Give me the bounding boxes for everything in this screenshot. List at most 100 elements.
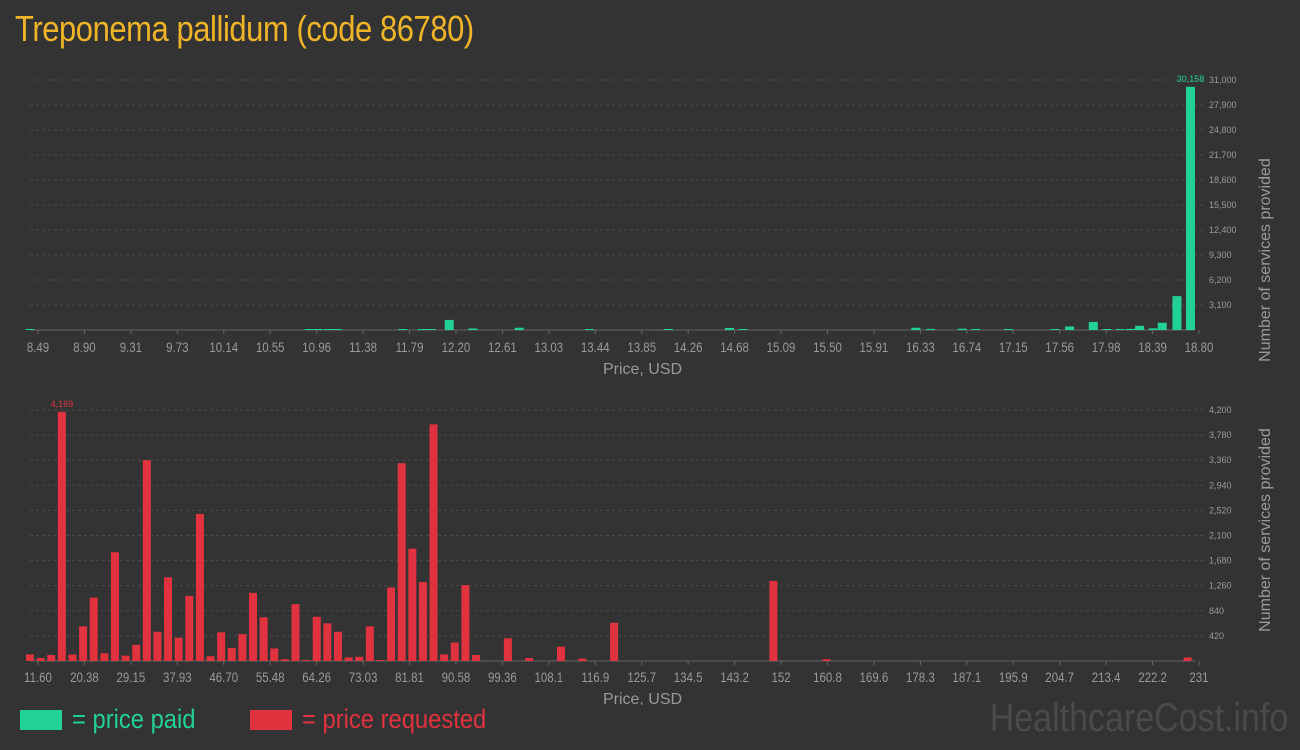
- bar-requested: [26, 654, 34, 661]
- bar-requested: [429, 424, 438, 661]
- y-tick-label: 27,900: [1209, 100, 1237, 110]
- bar-requested: [323, 623, 332, 661]
- x-tick-label: 9.73: [166, 339, 188, 355]
- x-tick-label: 178.3: [906, 669, 935, 685]
- bar-requested: [387, 587, 396, 661]
- bar-requested: [397, 463, 406, 661]
- bar-requested: [57, 411, 66, 661]
- y-tick-label: 2,940: [1209, 480, 1232, 490]
- x-tick-label: 143.2: [720, 669, 749, 685]
- legend-price-requested: = price requested: [250, 704, 511, 735]
- x-tick-label: 116.9: [581, 669, 609, 685]
- bar-paid: [1004, 329, 1014, 330]
- x-tick-label: 204.7: [1045, 669, 1074, 685]
- bar-requested: [610, 622, 619, 661]
- max-value-label: 4,169: [51, 399, 74, 409]
- y-tick-label: 1,680: [1209, 556, 1232, 566]
- bar-requested: [503, 638, 512, 661]
- x-tick-label: 16.74: [952, 339, 981, 355]
- legend-swatch-paid: [20, 709, 62, 730]
- bar-paid: [1102, 329, 1112, 330]
- x-tick-label: 64.26: [302, 669, 331, 685]
- x-tick-label: 13.85: [627, 339, 656, 355]
- bar-paid: [663, 329, 673, 330]
- bar-requested: [174, 637, 183, 661]
- bar-requested: [259, 617, 268, 661]
- x-tick-label: 73.03: [349, 669, 378, 685]
- x-tick-label: 13.03: [534, 339, 563, 355]
- legend-price-paid: = price paid: [20, 704, 212, 735]
- x-tick-label: 195.9: [999, 669, 1028, 685]
- x-tick-label: 14.26: [674, 339, 703, 355]
- watermark: HealthcareCost.info: [989, 696, 1288, 740]
- x-tick-label: 12.61: [488, 339, 517, 355]
- x-tick-label: 125.7: [627, 669, 656, 685]
- x-tick-label: 90.58: [442, 669, 471, 685]
- y-tick-label: 9,300: [1209, 250, 1232, 260]
- bar-paid: [304, 329, 314, 330]
- bar-paid: [1135, 325, 1145, 330]
- bar-requested: [418, 582, 427, 661]
- x-tick-label: 46.70: [209, 669, 238, 685]
- y-axis-title: Number of services provided: [1257, 428, 1274, 632]
- x-tick-label: 17.56: [1045, 339, 1074, 355]
- bar-paid: [25, 329, 35, 330]
- y-tick-label: 15,500: [1209, 200, 1237, 210]
- bar-paid: [1126, 328, 1136, 330]
- bar-paid: [1157, 322, 1167, 330]
- y-tick-label: 12,400: [1209, 225, 1237, 235]
- bar-paid: [1148, 328, 1158, 330]
- bar-requested: [238, 634, 247, 661]
- x-tick-label: 15.50: [813, 339, 842, 355]
- x-tick-label: 213.4: [1092, 669, 1121, 685]
- x-tick-label: 17.98: [1092, 339, 1121, 355]
- bar-requested: [68, 654, 77, 661]
- x-axis-title: Price, USD: [603, 691, 682, 705]
- bar-requested: [153, 631, 162, 661]
- bar-paid: [444, 319, 454, 330]
- x-tick-label: 134.5: [674, 669, 703, 685]
- bar-paid: [738, 329, 748, 330]
- bar-paid: [426, 329, 436, 330]
- bar-requested: [249, 592, 258, 661]
- y-tick-label: 3,360: [1209, 455, 1232, 465]
- bar-requested: [100, 653, 109, 661]
- bar-requested: [36, 658, 45, 661]
- bar-requested: [1183, 657, 1192, 661]
- bar-paid: [1115, 329, 1125, 330]
- legend-swatch-requested: [250, 709, 292, 730]
- bar-requested: [822, 659, 831, 661]
- bar-paid: [957, 328, 967, 330]
- x-tick-label: 99.36: [488, 669, 517, 685]
- y-tick-label: 4,200: [1209, 405, 1232, 415]
- x-tick-label: 8.90: [73, 339, 95, 355]
- y-tick-label: 6,200: [1209, 275, 1232, 285]
- y-tick-label: 420: [1209, 631, 1224, 641]
- x-tick-label: 10.96: [302, 339, 331, 355]
- x-tick-label: 10.55: [256, 339, 285, 355]
- bar-requested: [344, 657, 353, 661]
- y-tick-label: 1,260: [1209, 581, 1232, 591]
- bar-requested: [195, 513, 204, 661]
- x-tick-label: 15.09: [767, 339, 796, 355]
- y-tick-label: 2,520: [1209, 505, 1232, 515]
- x-tick-label: 18.80: [1185, 339, 1214, 355]
- x-tick-label: 17.15: [999, 339, 1028, 355]
- bar-paid: [1088, 321, 1098, 330]
- bar-paid: [1050, 329, 1060, 330]
- bar-paid: [971, 329, 981, 330]
- x-tick-label: 16.33: [906, 339, 935, 355]
- x-tick-label: 8.49: [27, 339, 49, 355]
- bar-requested: [79, 626, 88, 661]
- price-requested-chart: 420 840 1,260 1,680 2,100 2,520 2,940 3,360 3,78…: [24, 399, 1274, 705]
- x-tick-label: 187.1: [952, 669, 981, 685]
- bar-requested: [217, 632, 226, 661]
- x-tick-label: 108.1: [534, 669, 563, 685]
- x-tick-label: 160.8: [813, 669, 842, 685]
- x-tick-label: 169.6: [860, 669, 889, 685]
- bar-requested: [355, 656, 364, 661]
- x-tick-label: 13.44: [581, 339, 610, 355]
- bar-requested: [132, 644, 141, 661]
- bar-requested: [302, 660, 311, 661]
- x-tick-label: 152: [771, 669, 790, 685]
